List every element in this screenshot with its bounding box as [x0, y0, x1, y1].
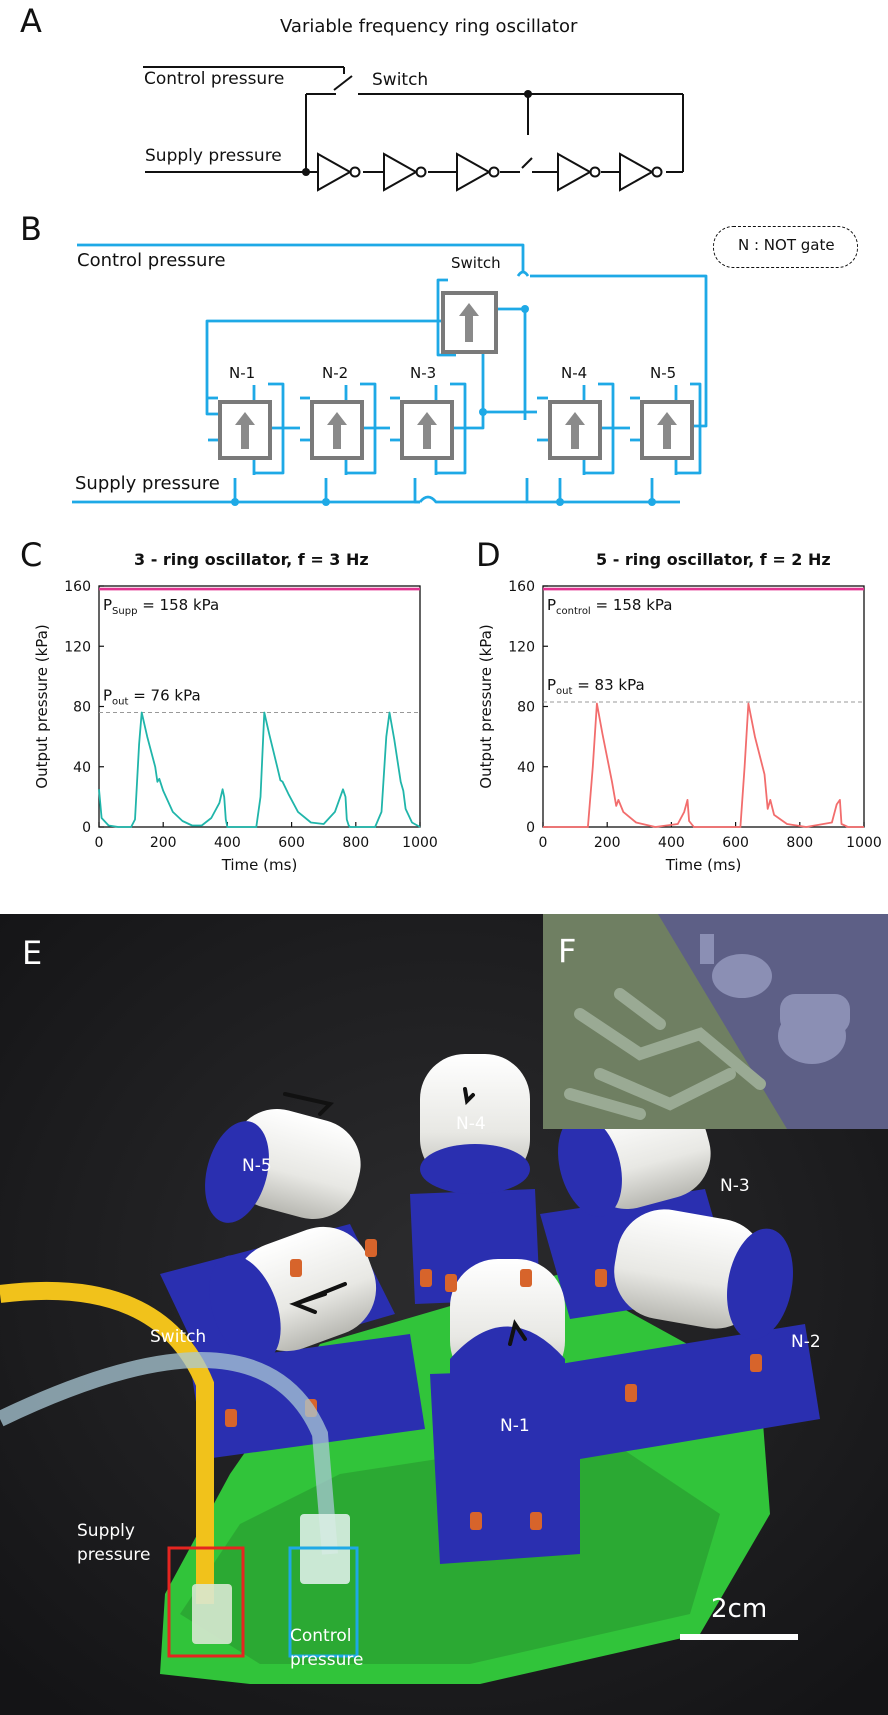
- panel-b-supply-pressure-label: Supply pressure: [75, 473, 220, 494]
- supply-annotation-sub: Supp: [112, 606, 137, 617]
- output-annotation-p: P: [547, 676, 556, 694]
- x-tick-label: 0: [95, 835, 104, 851]
- panel-letter-a: A: [20, 2, 42, 40]
- output-annotation-value: = 76 kPa: [128, 686, 200, 704]
- x-tick-label: 200: [150, 835, 177, 851]
- photo-label-n5: N-5: [242, 1156, 272, 1176]
- supply-annotation: Pcontrol = 158 kPa: [547, 596, 672, 617]
- photo-label-n3: N-3: [720, 1176, 750, 1196]
- panel-a-switch-label: Switch: [372, 70, 429, 90]
- output-annotation-sub: out: [112, 696, 128, 707]
- panel-letter-f: F: [558, 932, 577, 970]
- x-tick-label: 800: [786, 835, 813, 851]
- gate-label-n4: N-4: [561, 364, 588, 382]
- gate-label-n5: N-5: [650, 364, 677, 382]
- panel-a-circuit: [143, 66, 684, 192]
- scale-bar-label: 2cm: [711, 1594, 768, 1624]
- panel-letter-d: D: [476, 536, 501, 574]
- x-tick-label: 600: [722, 835, 749, 851]
- y-tick-label: 80: [517, 700, 535, 716]
- panel-letter-c: C: [20, 536, 43, 574]
- x-tick-label: 600: [278, 835, 305, 851]
- y-tick-label: 80: [73, 700, 91, 716]
- output-annotation-p: P: [103, 686, 112, 704]
- x-axis-label: Time (ms): [665, 856, 742, 874]
- supply-annotation-sub: control: [556, 606, 591, 617]
- supply-annotation-value: = 158 kPa: [591, 596, 673, 614]
- chart-c-title: 3 - ring oscillator, f = 3 Hz: [134, 550, 369, 569]
- x-tick-label: 200: [594, 835, 621, 851]
- output-annotation-sub: out: [556, 686, 572, 697]
- y-axis-label: Output pressure (kPa): [477, 624, 495, 788]
- x-tick-label: 0: [539, 835, 548, 851]
- photo-label-supply: Supply pressure: [77, 1519, 150, 1567]
- y-tick-label: 120: [508, 639, 535, 655]
- photo-label-switch: Switch: [150, 1327, 207, 1347]
- output-annotation: Pout = 76 kPa: [103, 686, 201, 707]
- photo-label-n4: N-4: [456, 1114, 486, 1134]
- supply-annotation-p: P: [103, 596, 112, 614]
- plot-frame: [98, 585, 421, 828]
- output-annotation: Pout = 83 kPa: [547, 676, 645, 697]
- y-axis-label: Output pressure (kPa): [33, 624, 51, 788]
- y-tick-label: 40: [517, 760, 535, 776]
- x-tick-label: 400: [658, 835, 685, 851]
- chart-d-title: 5 - ring oscillator, f = 2 Hz: [596, 550, 831, 569]
- device-photo: E F N-4 N-5 N-3 Switch N-2 N-1 Supply pr…: [0, 914, 888, 1715]
- series-line: [98, 711, 421, 828]
- supply-annotation-value: = 158 kPa: [137, 596, 219, 614]
- photo-label-control: Control pressure: [290, 1624, 363, 1672]
- gate-label-n1: N-1: [229, 364, 256, 382]
- panel-b-switch-label: Switch: [451, 254, 501, 272]
- x-tick-label: 800: [342, 835, 369, 851]
- panel-b-legend: [713, 226, 858, 268]
- supply-annotation-p: P: [547, 596, 556, 614]
- photo-label-supply-line1: Supply: [77, 1521, 135, 1541]
- device-illustration: [0, 914, 888, 1715]
- photo-label-n1: N-1: [500, 1416, 530, 1436]
- gate-label-n2: N-2: [322, 364, 349, 382]
- photo-label-control-line2: pressure: [290, 1650, 364, 1670]
- supply-annotation: PSupp = 158 kPa: [103, 596, 219, 617]
- x-tick-label: 1000: [402, 835, 438, 851]
- panel-a-supply-pressure-label: Supply pressure: [145, 146, 282, 166]
- photo-label-supply-line2: pressure: [77, 1545, 151, 1565]
- y-tick-label: 160: [508, 579, 535, 595]
- x-tick-label: 400: [214, 835, 241, 851]
- chart-d: 0 200 400 600 800 1000 0 40 80 120 160 Time (ms) Out…: [477, 579, 882, 874]
- panel-b-legend-text: N : NOT gate: [738, 236, 835, 254]
- panel-letter-b: B: [20, 210, 42, 248]
- panel-a-control-pressure-label: Control pressure: [144, 69, 285, 89]
- y-tick-label: 0: [526, 820, 535, 836]
- photo-label-n2: N-2: [791, 1332, 821, 1352]
- panel-a-title: Variable frequency ring oscillator: [280, 16, 578, 37]
- gate-label-n3: N-3: [410, 364, 437, 382]
- panel-b-circuit: [72, 243, 708, 506]
- y-tick-label: 40: [73, 760, 91, 776]
- chart-c: 0 200 400 600 800 1000 0 40 80 120 160 Time (ms) Out…: [33, 579, 438, 874]
- x-tick-label: 1000: [846, 835, 882, 851]
- y-tick-label: 120: [64, 639, 91, 655]
- y-tick-label: 160: [64, 579, 91, 595]
- photo-label-control-line1: Control: [290, 1626, 352, 1646]
- series-line: [543, 702, 864, 828]
- x-axis-label: Time (ms): [221, 856, 298, 874]
- output-annotation-value: = 83 kPa: [572, 676, 644, 694]
- panel-letter-e: E: [22, 934, 43, 972]
- panel-b-control-pressure-label: Control pressure: [77, 250, 226, 271]
- y-tick-label: 0: [82, 820, 91, 836]
